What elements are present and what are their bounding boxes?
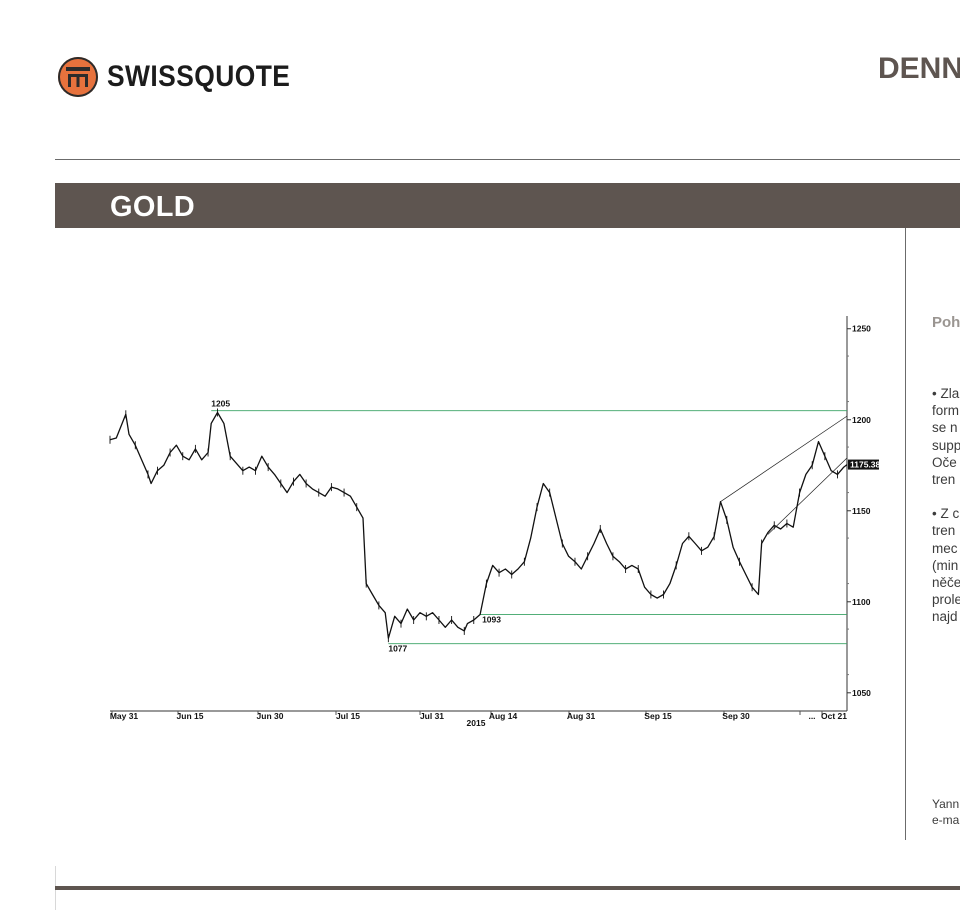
author-info: Yann e-ma <box>932 797 960 827</box>
x-tick-label: Aug 31 <box>567 711 596 721</box>
y-tick-label: 1200 <box>852 415 871 425</box>
trend-line-2 <box>767 457 848 535</box>
trend-line-1 <box>720 415 848 502</box>
x-tick-label: ... <box>808 711 815 721</box>
bullet-point-1: • Zla form se n supp Oče tren <box>932 386 960 488</box>
last-price-tag <box>848 459 879 470</box>
swissquote-logo-icon <box>58 57 98 97</box>
price-chart: 1050 1100 1150 1200 1250 May 31 Jun 15 Jun 30 Ju… <box>109 316 881 728</box>
x-tick-label: Jun 30 <box>257 711 284 721</box>
x-tick-label: Aug 14 <box>489 711 518 721</box>
level-label-1205: 1205 <box>211 399 230 409</box>
last-price-label: 1175.38 <box>850 460 881 470</box>
y-tick-label: 1050 <box>852 688 871 698</box>
x-tick-label: Oct 21 <box>821 711 847 721</box>
sidebar-heading: Poh <box>932 314 960 331</box>
price-series-line <box>109 411 848 639</box>
x-tick-label: Jun 15 <box>177 711 204 721</box>
report-title: DENN <box>878 52 960 85</box>
brand-name: SWISSQUOTE <box>107 60 291 93</box>
y-tick-label: 1250 <box>852 324 871 334</box>
x-tick-label: May 31 <box>110 711 139 721</box>
column-divider <box>905 228 906 840</box>
level-label-1093: 1093 <box>482 615 501 625</box>
x-tick-label: Jul 31 <box>420 711 444 721</box>
x-tick-label: Sep 15 <box>644 711 672 721</box>
x-tick-label: Jul 15 <box>336 711 360 721</box>
bullet-point-2: • Z c tren mec (min něče prole najd <box>932 506 960 625</box>
y-tick-label: 1100 <box>852 597 871 607</box>
level-label-1077: 1077 <box>388 644 407 654</box>
x-axis-label: 2015 <box>467 718 486 728</box>
section-header: GOLD <box>55 183 960 228</box>
section-title: GOLD <box>110 191 195 223</box>
x-tick-label: Sep 30 <box>722 711 750 721</box>
y-tick-label: 1150 <box>852 506 871 516</box>
header-divider <box>55 159 960 160</box>
sidebar-bullets: • Zla form se n supp Oče tren • Z c tren… <box>932 385 960 643</box>
brand-logo: SWISSQUOTE <box>58 57 315 97</box>
footer-rule <box>55 886 960 890</box>
